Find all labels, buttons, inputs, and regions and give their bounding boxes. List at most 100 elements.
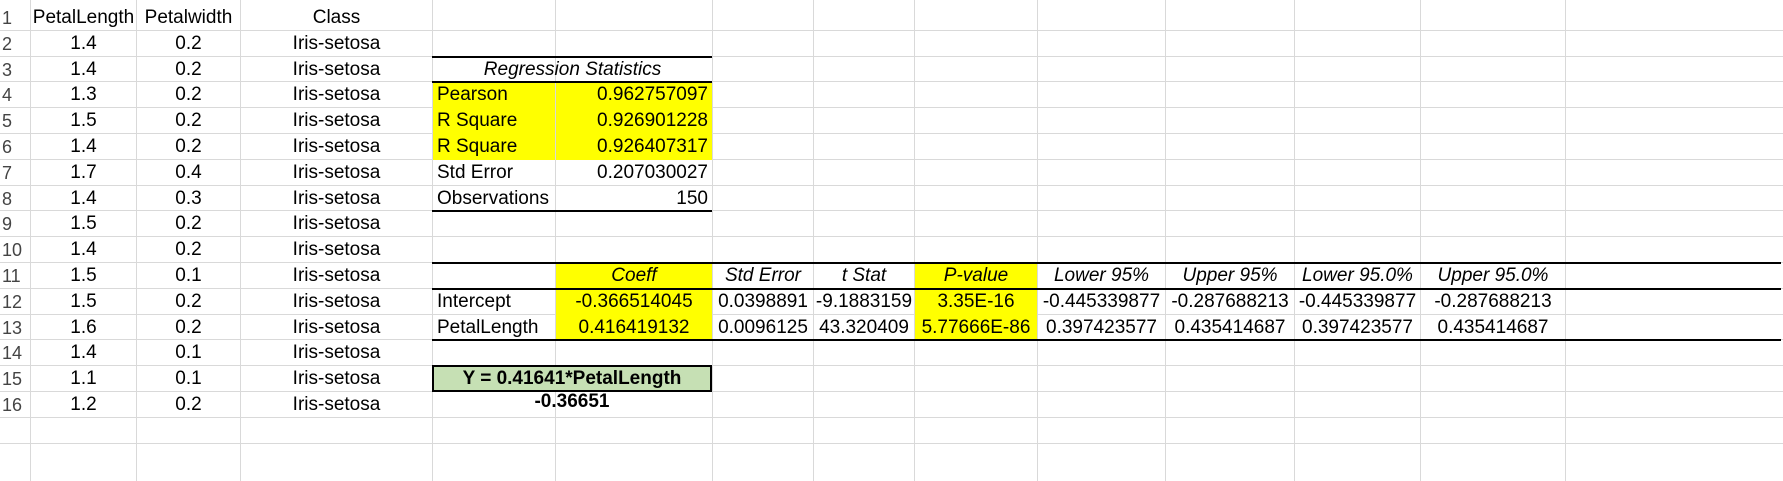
- row-number[interactable]: 8: [2, 189, 13, 209]
- petal-width-cell[interactable]: 0.4: [175, 162, 202, 183]
- coeff-header[interactable]: Std Error: [724, 265, 802, 286]
- coeff-value[interactable]: 5.77666E-86: [915, 315, 1037, 341]
- row-number[interactable]: 9: [2, 214, 13, 234]
- petal-width-cell[interactable]: 0.1: [175, 368, 202, 389]
- coeff-value[interactable]: 0.435414687: [1174, 317, 1286, 338]
- petal-width-cell[interactable]: 0.2: [175, 110, 202, 131]
- petal-length-cell[interactable]: 1.7: [70, 162, 97, 183]
- stat-label[interactable]: Observations: [437, 188, 549, 209]
- stat-label[interactable]: Std Error: [437, 162, 514, 183]
- petal-length-cell[interactable]: 1.4: [70, 59, 97, 80]
- regression-statistics-title[interactable]: Regression Statistics: [483, 59, 662, 80]
- petal-length-cell[interactable]: 1.4: [70, 239, 97, 260]
- class-cell[interactable]: Iris-setosa: [292, 33, 381, 54]
- row-number[interactable]: 5: [2, 111, 13, 131]
- coeff-value[interactable]: 0.416419132: [556, 315, 712, 341]
- coeff-value[interactable]: 0.0096125: [718, 317, 808, 338]
- petal-width-cell[interactable]: 0.1: [175, 342, 202, 363]
- petal-width-cell[interactable]: 0.2: [175, 59, 202, 80]
- petal-length-cell[interactable]: 1.4: [70, 188, 97, 209]
- class-cell[interactable]: Iris-setosa: [292, 59, 381, 80]
- class-cell[interactable]: Iris-setosa: [292, 291, 381, 312]
- coeff-value[interactable]: 0.397423577: [1302, 317, 1413, 338]
- coeff-value[interactable]: 0.0398891: [718, 291, 808, 312]
- petal-length-cell[interactable]: 1.5: [70, 291, 97, 312]
- petal-width-cell[interactable]: 0.2: [175, 213, 202, 234]
- coeff-header[interactable]: Upper 95.0%: [1437, 265, 1549, 286]
- class-cell[interactable]: Iris-setosa: [292, 239, 381, 260]
- coeff-header[interactable]: Coeff: [556, 263, 712, 289]
- class-cell[interactable]: Iris-setosa: [292, 317, 381, 338]
- class-cell[interactable]: Iris-setosa: [292, 136, 381, 157]
- stat-label[interactable]: R Square: [433, 108, 555, 134]
- petal-length-cell[interactable]: 1.5: [70, 213, 97, 234]
- coeff-value[interactable]: -9.1883159: [815, 291, 913, 312]
- header-petal-width[interactable]: Petalwidth: [144, 7, 233, 28]
- petal-length-cell[interactable]: 1.4: [70, 33, 97, 54]
- regression-equation[interactable]: Y = 0.41641*PetalLength -0.36651: [432, 365, 712, 412]
- petal-width-cell[interactable]: 0.3: [175, 188, 202, 209]
- coeff-header[interactable]: P-value: [915, 263, 1037, 289]
- stat-value[interactable]: 0.962757097: [556, 82, 712, 108]
- class-cell[interactable]: Iris-setosa: [292, 368, 381, 389]
- row-number[interactable]: 16: [2, 395, 23, 415]
- coeff-value[interactable]: 0.435414687: [1437, 317, 1549, 338]
- petal-width-cell[interactable]: 0.2: [175, 33, 202, 54]
- stat-label[interactable]: Pearson: [433, 82, 555, 108]
- row-number[interactable]: 1: [2, 8, 13, 28]
- coeff-value[interactable]: 0.397423577: [1046, 317, 1157, 338]
- coeff-header[interactable]: Lower 95.0%: [1302, 265, 1413, 286]
- coeff-value[interactable]: 43.320409: [819, 317, 909, 338]
- stat-value[interactable]: 0.926901228: [556, 108, 712, 134]
- coeff-value[interactable]: -0.445339877: [1042, 291, 1161, 312]
- row-number[interactable]: 13: [2, 318, 23, 338]
- petal-width-cell[interactable]: 0.2: [175, 136, 202, 157]
- coeff-row-label[interactable]: Intercept: [437, 291, 511, 312]
- petal-length-cell[interactable]: 1.4: [70, 342, 97, 363]
- class-cell[interactable]: Iris-setosa: [292, 188, 381, 209]
- coeff-value[interactable]: -0.287688213: [1434, 291, 1552, 312]
- row-number[interactable]: 15: [2, 369, 23, 389]
- stat-value[interactable]: 0.207030027: [597, 162, 708, 183]
- row-number[interactable]: 10: [2, 240, 23, 260]
- class-cell[interactable]: Iris-setosa: [292, 84, 381, 105]
- petal-length-cell[interactable]: 1.3: [70, 84, 97, 105]
- coeff-value[interactable]: 3.35E-16: [915, 289, 1037, 315]
- row-number[interactable]: 6: [2, 137, 13, 157]
- row-number[interactable]: 4: [2, 85, 13, 105]
- class-cell[interactable]: Iris-setosa: [292, 265, 381, 286]
- petal-length-cell[interactable]: 1.5: [70, 265, 97, 286]
- petal-length-cell[interactable]: 1.2: [70, 394, 97, 415]
- class-cell[interactable]: Iris-setosa: [292, 110, 381, 131]
- coeff-value[interactable]: -0.445339877: [1298, 291, 1417, 312]
- coeff-value[interactable]: -0.287688213: [1171, 291, 1289, 312]
- coeff-header[interactable]: t Stat: [841, 265, 887, 286]
- petal-width-cell[interactable]: 0.2: [175, 239, 202, 260]
- petal-width-cell[interactable]: 0.2: [175, 84, 202, 105]
- class-cell[interactable]: Iris-setosa: [292, 162, 381, 183]
- stat-value[interactable]: 0.926407317: [556, 134, 712, 160]
- row-number[interactable]: 11: [2, 266, 21, 286]
- petal-length-cell[interactable]: 1.5: [70, 110, 97, 131]
- row-number[interactable]: 7: [2, 163, 13, 183]
- petal-width-cell[interactable]: 0.2: [175, 291, 202, 312]
- petal-length-cell[interactable]: 1.4: [70, 136, 97, 157]
- header-class[interactable]: Class: [312, 7, 361, 28]
- coeff-header[interactable]: Upper 95%: [1182, 265, 1278, 286]
- row-number[interactable]: 2: [2, 34, 13, 54]
- coeff-value[interactable]: -0.366514045: [556, 289, 712, 315]
- petal-width-cell[interactable]: 0.1: [175, 265, 202, 286]
- petal-width-cell[interactable]: 0.2: [175, 317, 202, 338]
- row-number[interactable]: 3: [2, 60, 13, 80]
- stat-value[interactable]: 150: [676, 188, 708, 209]
- coeff-row-label[interactable]: PetalLength: [437, 317, 539, 338]
- class-cell[interactable]: Iris-setosa: [292, 213, 381, 234]
- class-cell[interactable]: Iris-setosa: [292, 342, 381, 363]
- petal-length-cell[interactable]: 1.1: [70, 368, 97, 389]
- class-cell[interactable]: Iris-setosa: [292, 394, 381, 415]
- petal-width-cell[interactable]: 0.2: [175, 394, 202, 415]
- header-petal-length[interactable]: PetalLength: [32, 7, 135, 28]
- petal-length-cell[interactable]: 1.6: [70, 317, 97, 338]
- row-number[interactable]: 14: [2, 343, 23, 363]
